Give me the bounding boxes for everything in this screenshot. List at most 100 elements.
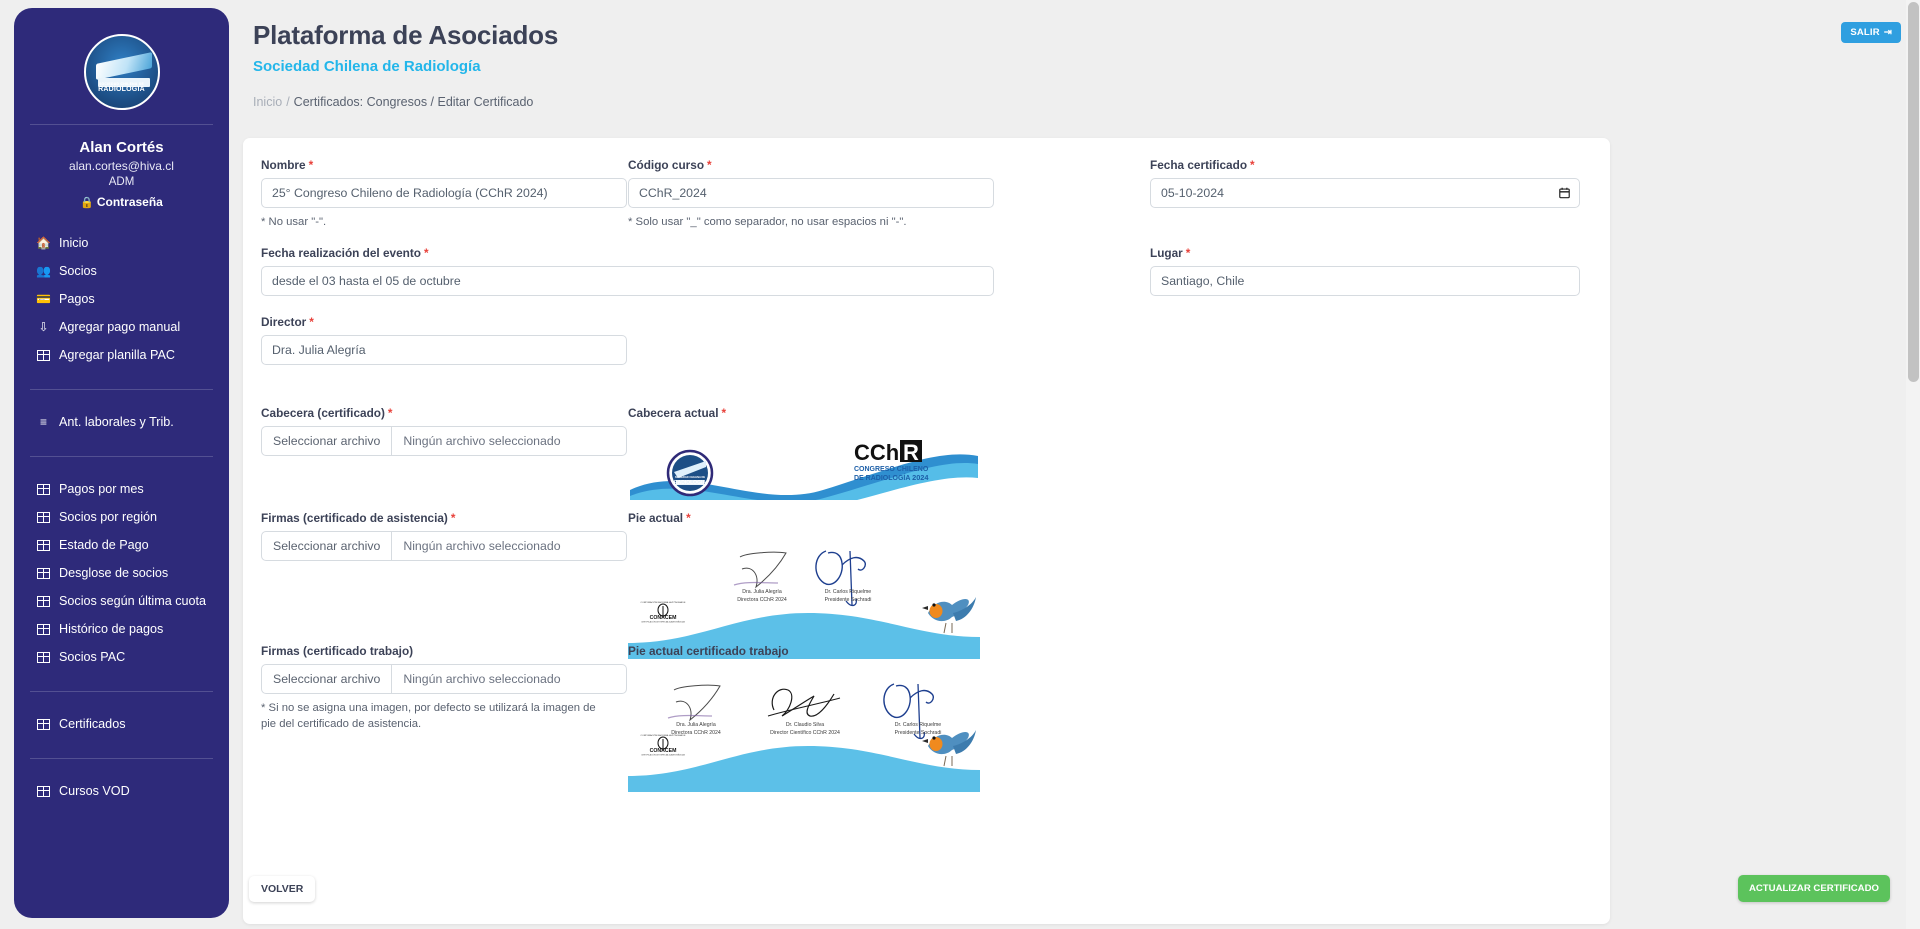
sidebar-item-pagos[interactable]: 💳 Pagos xyxy=(14,285,229,313)
logout-button[interactable]: SALIR ⇥ xyxy=(1841,22,1901,43)
change-password-link[interactable]: 🔒 Contraseña xyxy=(14,195,229,209)
field-cabecera-certificado: Cabecera (certificado) * Seleccionar arch… xyxy=(261,406,627,456)
pie-trabajo-label: Pie actual certificado trabajo xyxy=(628,644,789,658)
svg-text:CORPORACIÓN NACIONAL AUTÓNOMA: CORPORACIÓN NACIONAL AUTÓNOMA DE xyxy=(641,601,686,604)
signature-name: Dr. Claudio Silva xyxy=(785,722,825,728)
grid-icon xyxy=(36,623,51,635)
sidebar-item-label: Inicio xyxy=(59,236,89,250)
user-role: ADM xyxy=(108,176,135,188)
signature-block: Dr. Claudio Silva Director Científico CC… xyxy=(750,722,860,738)
required-marker: * xyxy=(686,511,691,525)
grid-icon xyxy=(36,483,51,495)
svg-text:CONACEM: CONACEM xyxy=(650,615,677,621)
sidebar-item-cursos-vod[interactable]: Cursos VOD xyxy=(14,777,229,805)
logo-line-2: RADIOLOGIA xyxy=(98,85,145,93)
certificate-edit-card: Nombre* * No usar "-". Código curso* * S… xyxy=(243,138,1610,924)
logout-label: SALIR xyxy=(1850,27,1880,38)
nombre-input[interactable] xyxy=(261,178,627,208)
sidebar-item-label: Socios según última cuota xyxy=(59,594,207,608)
sidebar-divider xyxy=(30,758,213,759)
sidebar-item-agregar-planilla-pac[interactable]: Agregar planilla PAC xyxy=(14,341,229,369)
sidebar-item-label: Pagos xyxy=(59,292,95,306)
file-name-label: Ningún archivo seleccionado xyxy=(403,539,561,553)
sidebar-item-label: Agregar planilla PAC xyxy=(59,348,175,362)
firmas-trabajo-file-input[interactable]: Seleccionar archivo Ningún archivo selec… xyxy=(261,664,627,694)
signature-block: Dr. Carlos Riquelme Presidente Sochradi xyxy=(868,722,968,738)
sidebar-item-ant-laborales[interactable]: ≡ Ant. laborales y Trib. xyxy=(14,408,229,436)
codigo-curso-input[interactable] xyxy=(628,178,994,208)
signature-title: Presidente Sochradi xyxy=(894,729,942,736)
sidebar-item-socios-pac[interactable]: Socios PAC xyxy=(14,643,229,671)
svg-text:SOCIEDAD CHILENA DE: SOCIEDAD CHILENA DE xyxy=(675,475,705,479)
sidebar-item-estado-de-pago[interactable]: Estado de Pago xyxy=(14,531,229,559)
logo-swoosh-icon xyxy=(95,52,152,80)
submit-button[interactable]: ACTUALIZAR CERTIFICADO xyxy=(1737,875,1890,902)
sidebar-item-historico-de-pagos[interactable]: Histórico de pagos xyxy=(14,615,229,643)
field-fecha-evento: Fecha realización del evento * xyxy=(261,246,994,296)
page-scrollbar[interactable] xyxy=(1906,0,1920,929)
home-icon: 🏠 xyxy=(36,236,51,250)
signature-title: Presidente Sochradi xyxy=(824,596,872,603)
sidebar-divider xyxy=(30,691,213,692)
svg-text:CONGRESO CHILENO: CONGRESO CHILENO xyxy=(854,466,929,473)
nav-group-main: 🏠 Inicio 👥 Socios 💳 Pagos ⇩ Agregar pago… xyxy=(14,225,229,375)
sidebar-item-certificados[interactable]: Certificados xyxy=(14,710,229,738)
signature-title: Directora CChR 2024 xyxy=(671,729,721,736)
user-name: Alan Cortés xyxy=(79,139,164,156)
breadcrumb-separator: / xyxy=(286,95,290,109)
field-fecha-certificado: Fecha certificado * xyxy=(1150,158,1580,208)
sidebar-item-agregar-pago-manual[interactable]: ⇩ Agregar pago manual xyxy=(14,313,229,341)
back-button[interactable]: VOLVER xyxy=(249,876,316,902)
sidebar-item-label: Desglose de socios xyxy=(59,566,169,580)
file-select-button[interactable]: Seleccionar archivo xyxy=(262,532,393,560)
sidebar-item-socios[interactable]: 👥 Socios xyxy=(14,257,229,285)
lugar-label: Lugar * xyxy=(1150,246,1191,260)
field-codigo-curso: Código curso* * Solo usar "_" como separ… xyxy=(628,158,994,230)
signature-name: Dra. Julia Alegría xyxy=(742,589,782,595)
file-name-label: Ningún archivo seleccionado xyxy=(403,672,561,686)
pie-actual-banner: CORPORACIÓN NACIONAL AUTÓNOMA DE CONACEM… xyxy=(628,550,980,659)
page-scrollbar-thumb[interactable] xyxy=(1908,2,1919,382)
required-marker: * xyxy=(1185,246,1191,260)
sidebar-scroll-area[interactable]: SOCIEDAD CHILENA DE RADIOLOGIA Alan Cort… xyxy=(14,8,229,811)
file-select-button[interactable]: Seleccionar archivo xyxy=(262,665,393,693)
nombre-hint: * No usar "-". xyxy=(261,216,327,228)
fecha-evento-input[interactable] xyxy=(261,266,994,296)
required-marker: * xyxy=(450,511,456,525)
required-marker: * xyxy=(721,406,727,420)
signature-name: Dr. Carlos Riquelme xyxy=(894,722,942,728)
director-input[interactable] xyxy=(261,335,627,365)
fecha-certificado-input[interactable] xyxy=(1150,178,1580,208)
pie-actual-preview: CORPORACIÓN NACIONAL AUTÓNOMA DE CONACEM… xyxy=(628,531,980,659)
breadcrumb-home[interactable]: Inicio xyxy=(253,95,283,109)
required-marker: * xyxy=(309,315,314,329)
pie-trabajo-preview: CORPORACIÓN NACIONAL AUTÓNOMA DE CONACEM… xyxy=(628,664,980,792)
grid-icon xyxy=(36,567,51,579)
codigo-curso-hint: * Solo usar "_" como separador, no usar … xyxy=(628,216,907,228)
sidebar-item-pagos-por-mes[interactable]: Pagos por mes xyxy=(14,475,229,503)
sidebar-item-label: Estado de Pago xyxy=(59,538,149,552)
sidebar-item-desglose-de-socios[interactable]: Desglose de socios xyxy=(14,559,229,587)
lugar-input[interactable] xyxy=(1150,266,1580,296)
sidebar-item-socios-por-region[interactable]: Socios por región xyxy=(14,503,229,531)
file-select-button[interactable]: Seleccionar archivo xyxy=(262,427,393,455)
firmas-asistencia-file-input[interactable]: Seleccionar archivo Ningún archivo selec… xyxy=(261,531,627,561)
codigo-curso-label: Código curso * xyxy=(628,158,712,172)
logo-line-1: SOCIEDAD CHILENA DE xyxy=(98,81,145,86)
list-icon: ≡ xyxy=(39,415,47,429)
cabecera-certificado-file-input[interactable]: Seleccionar archivo Ningún archivo selec… xyxy=(261,426,627,456)
grid-icon xyxy=(36,511,51,523)
required-marker: * xyxy=(1250,158,1255,172)
sidebar-item-socios-ultima-cuota[interactable]: Socios según última cuota xyxy=(14,587,229,615)
field-director: Director * xyxy=(261,315,627,365)
pie-trabajo-banner: CORPORACIÓN NACIONAL AUTÓNOMA DE CONACEM… xyxy=(628,683,980,792)
signature-title: Directora CChR 2024 xyxy=(737,596,787,603)
sidebar-item-inicio[interactable]: 🏠 Inicio xyxy=(14,229,229,257)
field-firmas-trabajo: Firmas (certificado trabajo) Seleccionar… xyxy=(261,644,627,733)
field-cabecera-actual: Cabecera actual * xyxy=(628,406,1028,426)
cabecera-certificado-label: Cabecera (certificado) * xyxy=(261,406,393,420)
grid-icon xyxy=(36,785,51,797)
signature-title: Director Científico CChR 2024 xyxy=(770,729,840,736)
change-password-label: Contraseña xyxy=(96,195,163,209)
svg-text:CERTIFICACIÓN DE ESPECIALIDADE: CERTIFICACIÓN DE ESPECIALIDADES MÉDICAS xyxy=(641,621,686,624)
